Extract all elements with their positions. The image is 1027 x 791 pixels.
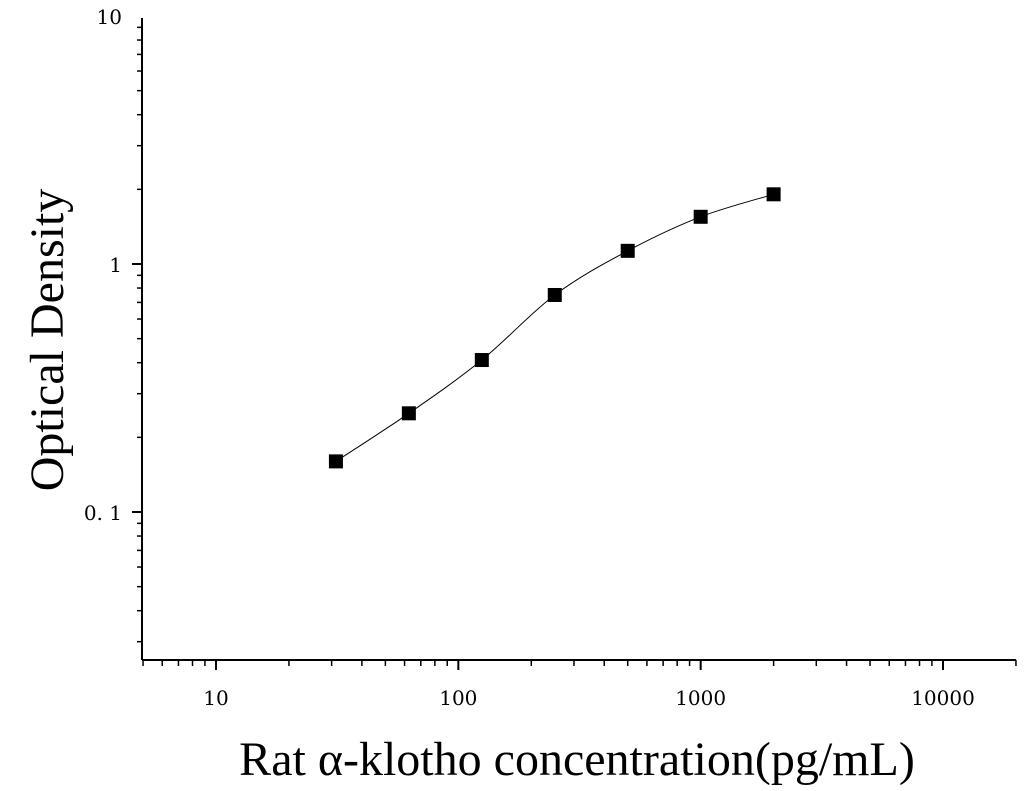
x-axis-title: Rat α-klotho concentration(pg/mL) bbox=[239, 733, 915, 786]
x-tick-label: 100 bbox=[439, 686, 477, 710]
data-point bbox=[620, 243, 635, 258]
data-point bbox=[474, 353, 489, 368]
x-tick-label: 10 bbox=[203, 686, 228, 710]
ticks bbox=[132, 26, 1017, 670]
y-tick-label: 10 bbox=[97, 5, 122, 29]
data-point bbox=[328, 454, 343, 469]
data-point bbox=[547, 287, 562, 302]
y-tick-label: 0. 1 bbox=[84, 501, 122, 525]
x-tick-label: 1000 bbox=[675, 686, 726, 710]
data-point bbox=[766, 187, 781, 202]
data-point bbox=[693, 209, 708, 224]
x-tick-label: 10000 bbox=[911, 686, 975, 710]
data-point bbox=[401, 406, 416, 421]
fit-curve bbox=[335, 193, 774, 462]
data-points bbox=[328, 187, 781, 469]
y-tick-label: 1 bbox=[109, 253, 122, 277]
axes bbox=[141, 18, 1016, 661]
y-axis-title: Optical Density bbox=[21, 189, 74, 492]
tick-labels: 10 100 1000 10000 0. 1 1 10 bbox=[84, 5, 975, 710]
